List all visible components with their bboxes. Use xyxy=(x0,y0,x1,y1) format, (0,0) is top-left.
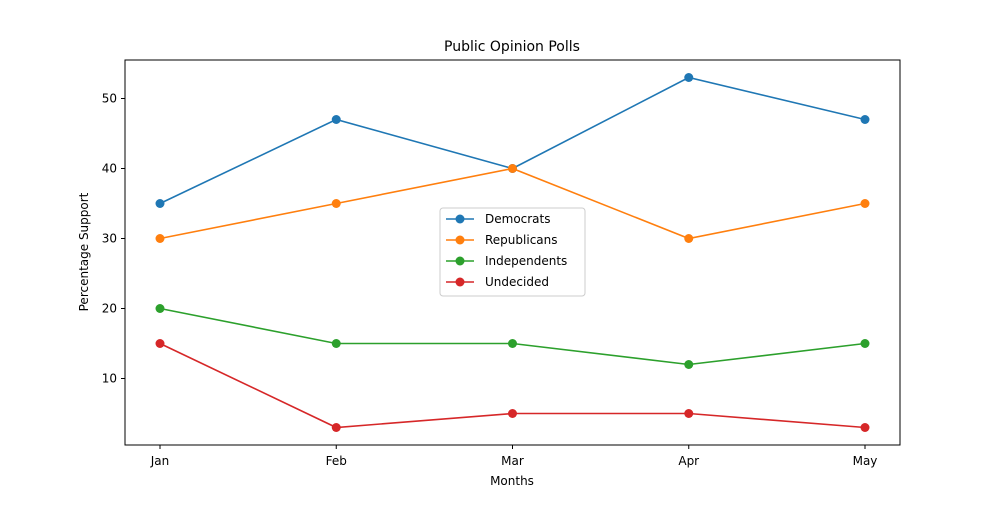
legend-label: Independents xyxy=(485,254,567,268)
legend-marker xyxy=(455,256,465,266)
y-tick-label: 20 xyxy=(102,302,117,316)
x-tick-label: Feb xyxy=(326,454,347,468)
data-point-independents xyxy=(684,360,694,369)
data-point-democrats xyxy=(331,115,341,124)
data-point-undecided xyxy=(860,423,870,432)
legend-item-undecided: Undecided xyxy=(446,275,549,289)
data-point-republicans xyxy=(860,199,870,208)
legend-marker xyxy=(455,277,465,287)
legend-label: Democrats xyxy=(485,212,551,226)
legend: Democrats Republicans Independents Undecide… xyxy=(439,207,586,297)
data-point-independents xyxy=(331,339,341,348)
y-axis-label: Percentage Support xyxy=(77,192,91,311)
y-tick-label: 40 xyxy=(102,162,117,176)
x-tick-label: Mar xyxy=(501,454,524,468)
data-point-democrats xyxy=(860,115,870,124)
plot-area xyxy=(155,73,870,432)
legend-item-republicans: Republicans xyxy=(446,233,558,247)
data-point-republicans xyxy=(508,164,517,173)
series-line-independents xyxy=(159,307,866,366)
chart-title: Public Opinion Polls xyxy=(444,39,580,55)
data-point-undecided xyxy=(508,409,517,418)
data-point-democrats xyxy=(684,73,694,82)
y-tick-label: 10 xyxy=(102,372,117,386)
legend-marker xyxy=(455,214,465,224)
data-point-undecided xyxy=(331,423,341,432)
y-tick-label: 50 xyxy=(102,92,117,106)
x-tick-label: Jan xyxy=(150,454,170,468)
series-independents xyxy=(155,304,870,369)
data-point-republicans xyxy=(331,199,341,208)
data-point-independents xyxy=(860,339,870,348)
legend-item-independents: Independents xyxy=(446,254,567,268)
data-point-republicans xyxy=(684,234,694,243)
series-democrats xyxy=(155,73,870,208)
x-tick-label: May xyxy=(853,454,878,468)
legend-label: Undecided xyxy=(485,275,549,289)
data-point-independents xyxy=(508,339,517,348)
legend-marker xyxy=(455,235,465,245)
data-point-undecided xyxy=(684,409,694,418)
legend-item-democrats: Democrats xyxy=(446,212,551,226)
data-point-democrats xyxy=(155,199,165,208)
series-line-democrats xyxy=(159,76,866,205)
data-point-republicans xyxy=(155,234,165,243)
legend-box xyxy=(439,207,586,297)
data-point-independents xyxy=(155,304,165,313)
series-republicans xyxy=(155,164,870,243)
data-point-undecided xyxy=(155,339,165,348)
x-axis-label: Months xyxy=(490,474,534,488)
x-tick-label: Apr xyxy=(678,454,699,468)
y-tick-label: 30 xyxy=(102,232,117,246)
series-undecided xyxy=(155,339,870,432)
legend-label: Republicans xyxy=(485,233,558,247)
